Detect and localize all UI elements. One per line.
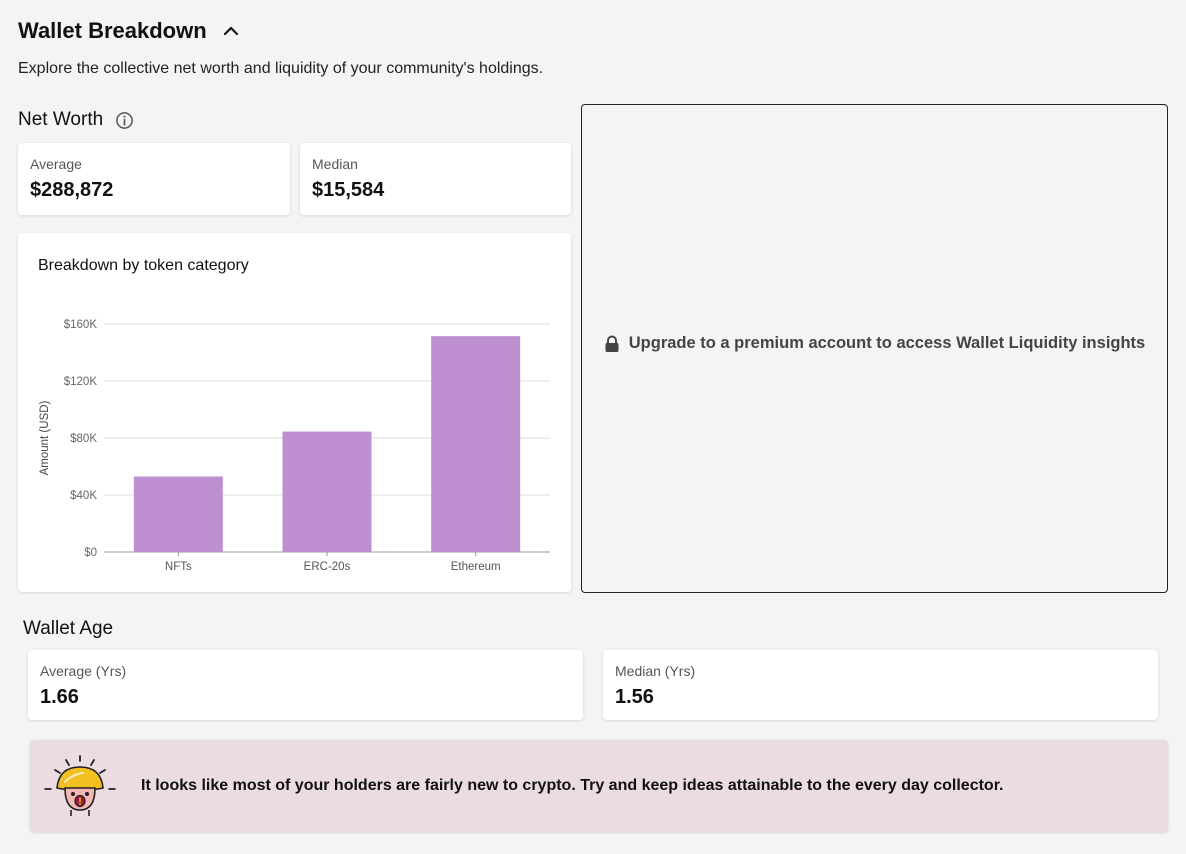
token-category-chart-card: Breakdown by token category $0 $40K $80K $1… xyxy=(18,233,571,592)
bar-nfts[interactable] xyxy=(133,476,223,552)
bar-erc-20s[interactable] xyxy=(282,431,372,552)
y-tick-label: $80K xyxy=(70,433,97,445)
wallet-breakdown-header[interactable]: Wallet Breakdown xyxy=(18,18,241,44)
info-icon[interactable] xyxy=(115,111,134,130)
stat-label: Average (Yrs) xyxy=(40,663,127,679)
lock-icon xyxy=(605,335,619,352)
wallet-age-median-card: Median (Yrs) 1.56 xyxy=(603,650,1158,720)
page-subtitle: Explore the collective net worth and liq… xyxy=(18,60,544,77)
net-worth-median-card: Median $15,584 xyxy=(300,143,571,215)
locked-message: Upgrade to a premium account to access W… xyxy=(604,334,1145,353)
stat-value: $15,584 xyxy=(312,179,385,201)
bar-ethereum[interactable] xyxy=(431,336,521,552)
y-tick-label: $120K xyxy=(64,376,98,388)
y-tick-label: $40K xyxy=(70,490,97,502)
net-worth-title: Net Worth xyxy=(18,109,104,130)
stat-label: Median xyxy=(312,156,358,172)
x-tick-label: ERC-20s xyxy=(304,561,351,573)
y-tick-label: $160K xyxy=(64,319,98,331)
wallet-liquidity-locked-panel[interactable]: Upgrade to a premium account to access W… xyxy=(581,104,1168,593)
stat-label: Median (Yrs) xyxy=(615,663,696,679)
page-title: Wallet Breakdown xyxy=(18,18,207,43)
net-worth-average-card: Average $288,872 xyxy=(18,143,290,215)
mushroom-mascot-icon xyxy=(44,755,116,816)
x-tick-label: Ethereum xyxy=(451,561,501,573)
stat-value: $288,872 xyxy=(30,179,114,201)
wallet-age-average-card: Average (Yrs) 1.66 xyxy=(28,650,583,720)
chevron-up-icon[interactable] xyxy=(221,21,241,41)
locked-message-text: Upgrade to a premium account to access W… xyxy=(628,334,1146,352)
stat-label: Average xyxy=(30,156,82,172)
x-tick-label: NFTs xyxy=(165,561,192,573)
tip-text: It looks like most of your holders are f… xyxy=(141,777,1004,794)
stat-value: 1.56 xyxy=(615,686,654,708)
y-axis-label: Amount (USD) xyxy=(39,400,51,475)
insight-tip-banner: It looks like most of your holders are f… xyxy=(30,740,1168,832)
stat-value: 1.66 xyxy=(40,686,79,708)
bar-chart: $0 $40K $80K $120K $160K Amount (USD) NFTs ERC-… xyxy=(39,319,550,573)
y-tick-label: $0 xyxy=(84,547,97,559)
net-worth-heading: Net Worth xyxy=(18,109,134,131)
chart-title: Breakdown by token category xyxy=(38,257,249,274)
wallet-age-title: Wallet Age xyxy=(23,618,114,639)
